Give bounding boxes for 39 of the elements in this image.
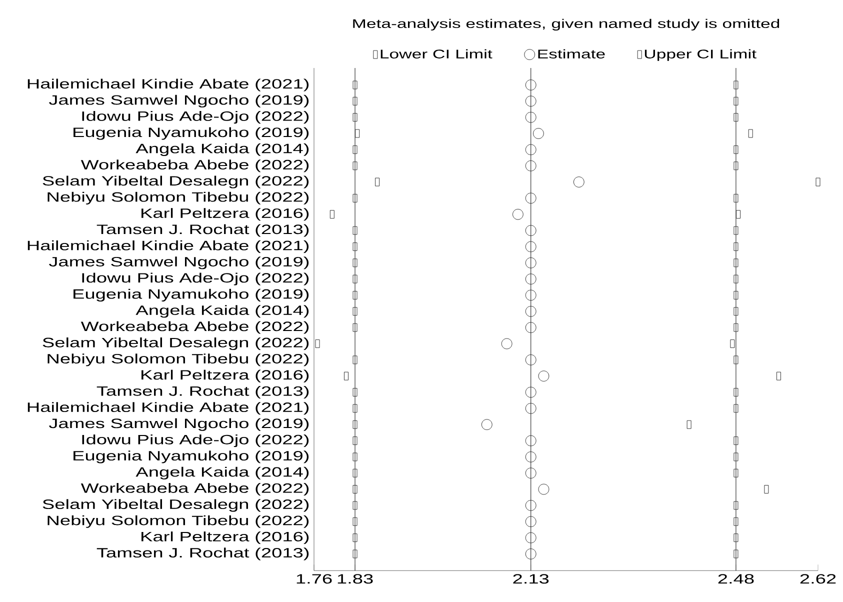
y-tick-label: Hailemichael Kindie Abate (2021) [28, 402, 309, 415]
chart-title: Meta-analysis estimates, given named study is omitted [353, 18, 780, 30]
y-tick-label: Angela Kaida (2014) [136, 305, 309, 318]
y-tick-label: Nebiyu Solomon Tibebu (2022) [48, 515, 309, 528]
y-tick-label: Tamsen J. Rochat (2013) [96, 224, 309, 237]
x-tick-label: 1.83 [338, 574, 373, 584]
y-tick-label: Tamsen J. Rochat (2013) [96, 386, 309, 398]
y-tick-label: Eugenia Nyamukoho (2019) [74, 288, 309, 302]
y-tick-label: Hailemichael Kindie Abate (2021) [28, 240, 309, 253]
x-tick-label: 2.48 [718, 574, 754, 584]
y-tick-label: Eugenia Nyamukoho (2019) [74, 127, 309, 140]
y-tick-label: Tamsen J. Rochat (2013) [96, 548, 309, 560]
y-tick-label: Nebiyu Solomon Tibebu (2022) [48, 192, 309, 204]
legend-label: Lower CI Limit [380, 49, 492, 58]
y-tick-label: Selam Yibeltal Desalegn (2022) [42, 337, 309, 350]
y-tick-label: Nebiyu Solomon Tibebu (2022) [48, 354, 309, 366]
y-tick-label: Karl Peltzera (2016) [142, 370, 309, 382]
y-tick-label: James Samwel Ngocho (2019) [48, 418, 309, 431]
y-tick-label: Angela Kaida (2014) [136, 143, 309, 156]
x-tick-label: 1.76 [296, 574, 332, 584]
legend-label: Upper CI Limit [644, 49, 756, 61]
x-tick-label: 2.13 [513, 574, 549, 584]
y-tick-label: Idowu Pius Ade-Ojo (2022) [82, 272, 309, 286]
y-tick-label: Idowu Pius Ade-Ojo (2022) [82, 111, 309, 124]
y-tick-label: Workeabeba Abebe (2022) [80, 321, 309, 334]
y-tick-label: Selam Yibeltal Desalegn (2022) [42, 176, 309, 188]
y-tick-label: Selam Yibeltal Desalegn (2022) [42, 499, 309, 512]
y-tick-label: Idowu Pius Ade-Ojo (2022) [82, 434, 309, 448]
y-tick-label: Workeabeba Abebe (2022) [80, 482, 309, 496]
y-tick-label: Hailemichael Kindie Abate (2021) [28, 78, 309, 92]
x-tick-label: 2.62 [800, 574, 836, 584]
y-tick-label: Angela Kaida (2014) [136, 466, 309, 480]
y-tick-label: Workeabeba Abebe (2022) [80, 160, 309, 172]
y-tick-label: Eugenia Nyamukoho (2019) [74, 450, 309, 464]
y-tick-label: James Samwel Ngocho (2019) [48, 94, 309, 108]
legend-label: Estimate [538, 49, 605, 58]
y-tick-label: James Samwel Ngocho (2019) [48, 256, 309, 270]
y-tick-label: Karl Peltzera (2016) [142, 532, 309, 544]
y-tick-label: Karl Peltzera (2016) [142, 208, 309, 221]
